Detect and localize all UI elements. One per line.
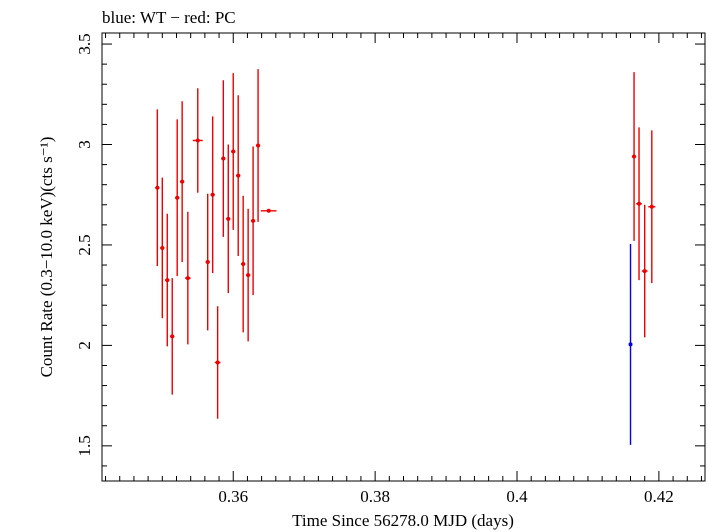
data-point	[155, 185, 160, 190]
data-point	[256, 143, 261, 148]
data-point	[226, 216, 231, 221]
y-tick-label: 1.5	[75, 435, 94, 456]
y-tick-label: 2.5	[75, 234, 94, 255]
data-point	[210, 192, 215, 197]
data-point	[195, 138, 200, 143]
data-point	[215, 360, 220, 365]
x-axis-label: Time Since 56278.0 MJD (days)	[292, 511, 514, 530]
data-point	[637, 201, 642, 206]
data-point	[205, 260, 210, 265]
data-point	[231, 149, 236, 154]
y-tick-label: 3.5	[75, 33, 94, 54]
data-point	[251, 218, 256, 223]
x-axis: 0.36 0.38 0.4 0.42	[105, 33, 702, 506]
data-point	[221, 156, 226, 161]
x-tick-label: 0.42	[644, 487, 674, 506]
x-tick-label: 0.38	[360, 487, 390, 506]
series-1	[628, 243, 633, 445]
data-point	[160, 245, 165, 250]
series-0	[155, 69, 656, 419]
data-point	[180, 179, 185, 184]
y-axis: 1.5 2 2.5 3 3.5	[75, 33, 705, 467]
data-point	[649, 204, 654, 209]
data-point	[165, 278, 170, 283]
y-tick-label: 2	[75, 341, 94, 350]
data-point	[175, 195, 180, 200]
data-point	[236, 173, 241, 178]
plot-frame	[101, 32, 706, 482]
x-tick-label: 0.4	[506, 487, 528, 506]
data-series	[155, 69, 656, 445]
data-point	[628, 342, 633, 347]
data-point	[642, 269, 647, 274]
data-point	[241, 262, 246, 267]
data-point	[246, 273, 251, 278]
y-tick-label: 3	[75, 140, 94, 149]
data-point	[632, 154, 637, 159]
data-point	[185, 276, 190, 281]
y-axis-label: Count Rate (0.3−10.0 keV)(cts s⁻¹)	[37, 137, 56, 378]
data-point	[266, 208, 271, 213]
x-tick-label: 0.36	[218, 487, 248, 506]
data-point	[170, 334, 175, 339]
chart-title: blue: WT − red: PC	[102, 8, 236, 27]
